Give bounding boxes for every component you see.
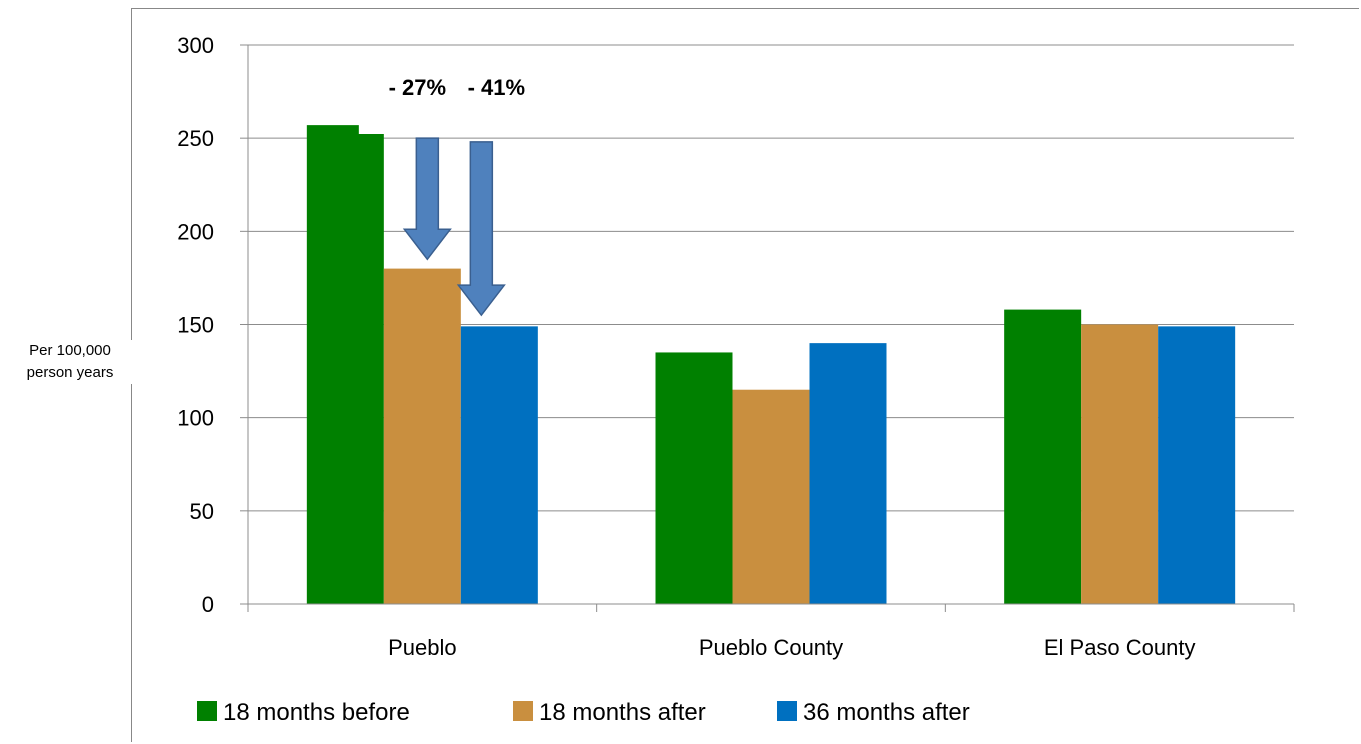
y-axis-label: Per 100,000 person years [0,340,140,384]
bars [306,125,1236,604]
annotations: - 27% - 41% [353,46,544,317]
annotation-label: - 27% [389,75,446,100]
y-tick-label: 200 [177,219,214,244]
legend-label: 18 months after [539,699,706,726]
legend: 18 months before 18 months after 36 months… [197,699,970,726]
bar [383,268,461,604]
legend-label: 36 months after [803,699,970,726]
bar [306,125,384,604]
x-tick-label: El Paso County [1044,635,1196,660]
annotation-backdrop [353,46,544,104]
bar [460,326,538,604]
axes [247,45,1295,612]
bar [655,352,733,604]
y-tick-labels: 0 50 100 150 200 250 300 [177,33,214,617]
legend-swatch [513,701,533,721]
y-axis-label-line-2: person years [26,364,114,381]
down-arrow [456,141,506,317]
y-tick-label: 150 [177,313,214,338]
bar [1158,326,1236,604]
annotation-label: - 41% [468,75,525,100]
y-axis-label-line-1: Per 100,000 [29,342,111,359]
x-tick-label: Pueblo County [699,635,843,660]
down-arrow [402,137,452,261]
y-tick-label: 250 [177,126,214,151]
x-tick-labels: Pueblo Pueblo County El Paso County [388,635,1195,660]
legend-swatch [197,701,217,721]
legend-label: 18 months before [223,699,410,726]
y-tick-label: 100 [177,406,214,431]
bar [1081,324,1159,604]
y-tick-label: 0 [202,592,214,617]
annotation-backdrop [358,104,539,134]
y-tick-label: 300 [177,33,214,58]
legend-swatch [777,701,797,721]
bar [809,343,887,604]
bar [1004,309,1082,604]
x-tick-label: Pueblo [388,635,457,660]
y-tick-label: 50 [190,499,214,524]
bar [732,389,810,604]
